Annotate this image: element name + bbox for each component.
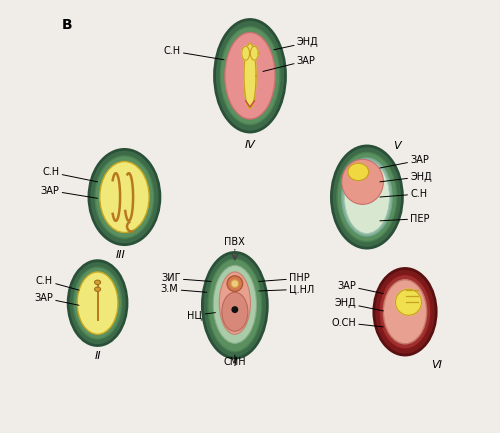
Ellipse shape — [220, 27, 280, 125]
Text: С.Н: С.Н — [36, 275, 79, 290]
Ellipse shape — [337, 152, 397, 242]
Ellipse shape — [384, 280, 426, 344]
Text: СМН: СМН — [224, 355, 246, 367]
Polygon shape — [250, 46, 258, 60]
Ellipse shape — [222, 292, 248, 331]
Ellipse shape — [374, 268, 436, 355]
Text: ЭНД: ЭНД — [274, 37, 318, 50]
Text: ПВХ: ПВХ — [224, 236, 245, 250]
Ellipse shape — [342, 159, 384, 204]
Text: З.М: З.М — [161, 284, 206, 294]
Text: ЗАР: ЗАР — [40, 185, 98, 198]
Ellipse shape — [220, 272, 250, 334]
Text: ПНР: ПНР — [258, 273, 310, 284]
Ellipse shape — [332, 146, 402, 248]
Text: IV: IV — [244, 140, 256, 150]
Ellipse shape — [89, 149, 160, 245]
Polygon shape — [242, 46, 250, 60]
Text: ЗАР: ЗАР — [34, 293, 79, 305]
Text: ЭНД: ЭНД — [380, 171, 432, 182]
Text: С.Н: С.Н — [164, 46, 224, 60]
Ellipse shape — [213, 265, 256, 343]
Ellipse shape — [225, 32, 275, 119]
Text: Ц.НЛ: Ц.НЛ — [258, 284, 314, 294]
Text: I: I — [233, 358, 236, 368]
Text: С.Н: С.Н — [380, 189, 428, 199]
Ellipse shape — [68, 261, 127, 346]
Text: VI: VI — [431, 360, 442, 370]
Text: ЗИГ: ЗИГ — [161, 273, 211, 284]
Text: НЦ: НЦ — [188, 310, 216, 320]
Ellipse shape — [208, 259, 262, 352]
Text: III: III — [115, 250, 125, 260]
Ellipse shape — [214, 19, 286, 132]
Ellipse shape — [74, 267, 122, 339]
Text: В: В — [62, 18, 72, 32]
Ellipse shape — [379, 275, 431, 349]
Text: V: V — [393, 141, 400, 151]
Ellipse shape — [227, 276, 242, 291]
Ellipse shape — [100, 162, 149, 233]
Ellipse shape — [77, 272, 118, 334]
Ellipse shape — [348, 163, 368, 181]
Text: ЗАР: ЗАР — [263, 55, 316, 71]
Text: О.СН: О.СН — [332, 317, 384, 328]
Ellipse shape — [94, 280, 100, 284]
Polygon shape — [396, 289, 421, 315]
Text: ЭНД: ЭНД — [334, 298, 384, 311]
Ellipse shape — [232, 306, 238, 313]
Ellipse shape — [231, 280, 238, 288]
Ellipse shape — [94, 287, 100, 291]
Ellipse shape — [344, 161, 390, 233]
Text: ПЕР: ПЕР — [380, 213, 430, 224]
Polygon shape — [244, 43, 256, 108]
Ellipse shape — [95, 156, 154, 238]
Text: II: II — [94, 351, 101, 361]
Text: С.Н: С.Н — [42, 167, 98, 182]
Ellipse shape — [342, 158, 392, 236]
Text: ЗАР: ЗАР — [337, 281, 384, 294]
Ellipse shape — [202, 252, 268, 358]
Text: ЗАР: ЗАР — [380, 155, 429, 168]
